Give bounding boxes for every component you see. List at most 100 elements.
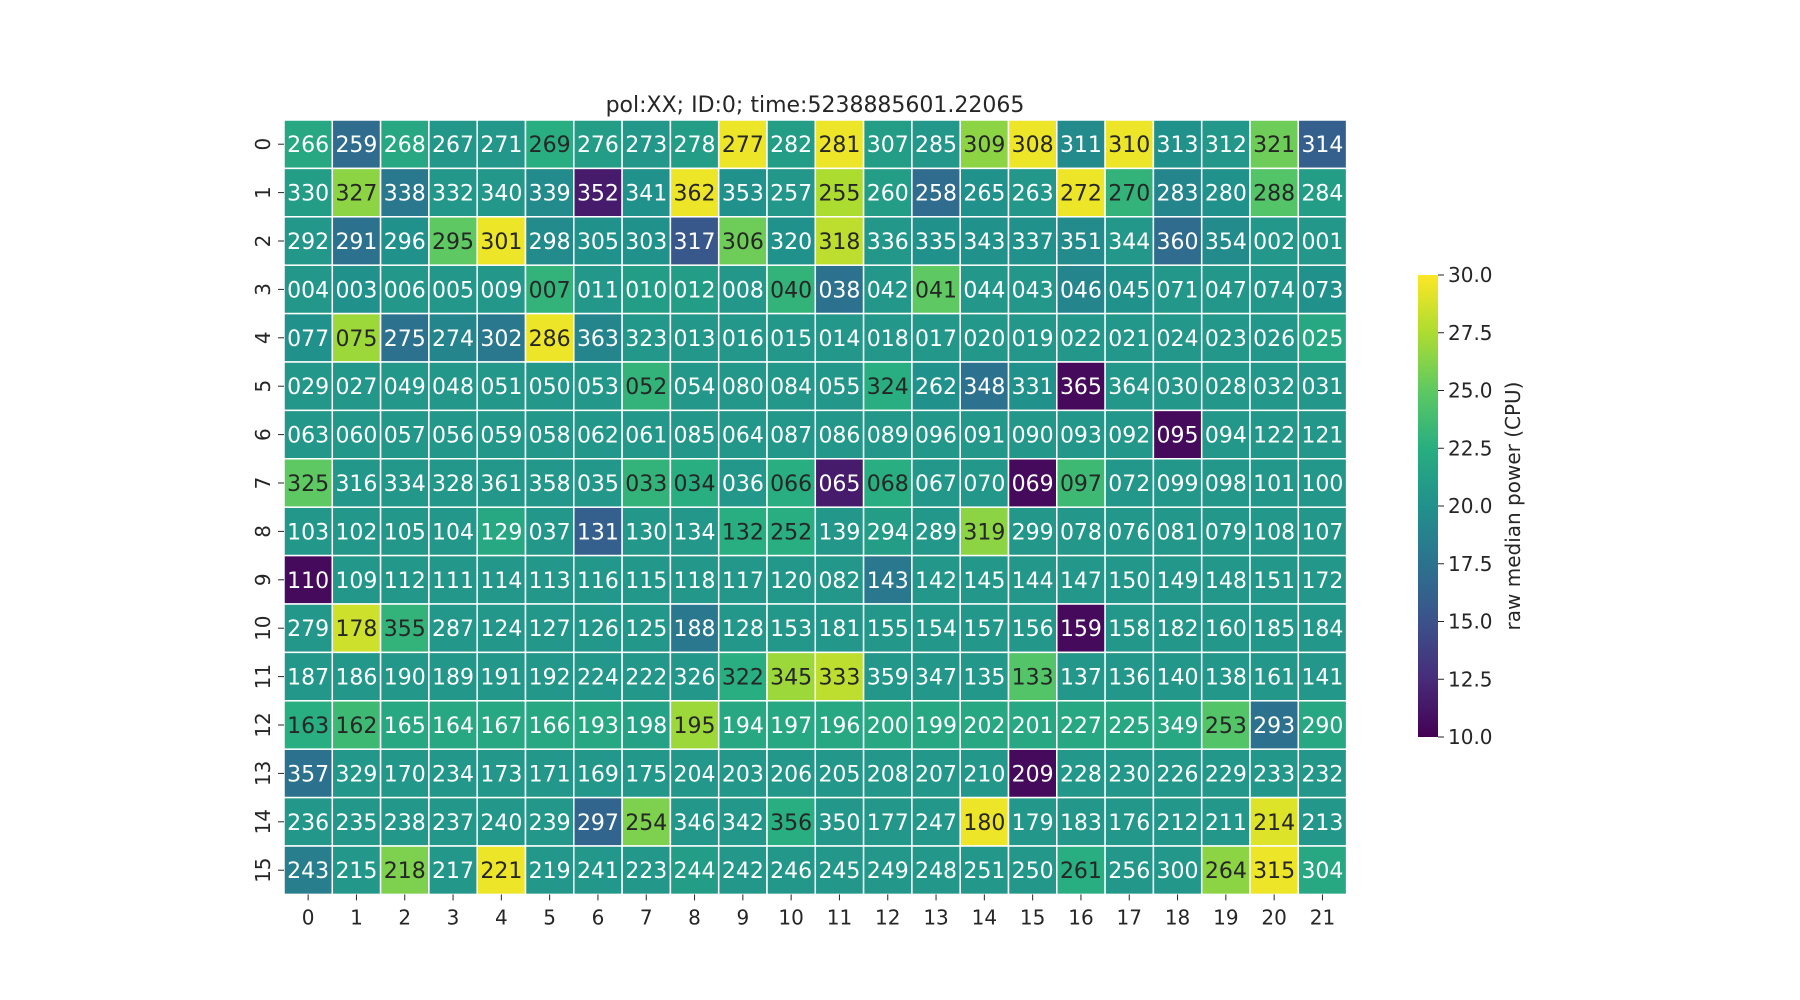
- x-tick-label: 17: [1117, 905, 1142, 929]
- cell-annotation: 318: [818, 230, 860, 255]
- cell-annotation: 272: [1060, 182, 1102, 207]
- heatmap-cell: [331, 603, 382, 654]
- heatmap-cell: [379, 845, 430, 896]
- cell-annotation: 109: [335, 569, 377, 594]
- cell-annotation: 349: [1157, 714, 1199, 739]
- heatmap-cell: [1249, 506, 1300, 557]
- x-tick-label: 16: [1068, 905, 1093, 929]
- cell-annotation: 093: [1060, 424, 1102, 449]
- cell-annotation: 181: [818, 617, 860, 642]
- cell-annotation: 241: [577, 859, 619, 884]
- cell-annotation: 070: [963, 472, 1005, 497]
- heatmap-cell: [476, 506, 527, 557]
- heatmap-cell: [1104, 796, 1155, 847]
- heatmap-cell: [283, 264, 334, 315]
- heatmap-cell: [428, 216, 478, 266]
- cell-annotation: 247: [915, 811, 957, 836]
- heatmap-cell: [766, 748, 817, 799]
- cell-annotation: 042: [867, 278, 909, 303]
- cell-annotation: 121: [1301, 424, 1343, 449]
- cell-annotation: 104: [432, 520, 474, 545]
- cell-annotation: 338: [384, 182, 426, 207]
- cell-annotation: 172: [1301, 569, 1343, 594]
- heatmap-cell: [1152, 458, 1203, 508]
- heatmap-cell: [283, 312, 334, 363]
- y-tick-label: 3: [251, 283, 275, 296]
- y-tick-label: 10: [251, 615, 275, 640]
- cell-annotation: 035: [577, 472, 619, 497]
- cell-annotation: 280: [1205, 182, 1247, 207]
- cell-annotation: 107: [1301, 520, 1343, 545]
- cell-annotation: 239: [529, 811, 571, 836]
- cell-annotation: 256: [1108, 859, 1150, 884]
- cell-annotation: 135: [963, 666, 1005, 691]
- x-tick-label: 1: [350, 905, 363, 929]
- cell-annotation: 158: [1108, 617, 1150, 642]
- cell-annotation: 347: [915, 666, 957, 691]
- cell-annotation: 186: [335, 666, 377, 691]
- cell-annotation: 038: [818, 278, 860, 303]
- heatmap-cell: [621, 458, 672, 508]
- cell-annotation: 076: [1108, 520, 1150, 545]
- heatmap-cell: [959, 506, 1010, 557]
- cell-annotation: 068: [867, 472, 909, 497]
- cell-annotation: 099: [1157, 472, 1199, 497]
- cell-annotation: 335: [915, 230, 957, 255]
- cell-annotation: 167: [480, 714, 522, 739]
- cell-annotation: 245: [818, 859, 860, 884]
- cell-annotation: 249: [867, 859, 909, 884]
- cell-annotation: 336: [867, 230, 909, 255]
- cell-annotation: 025: [1301, 327, 1343, 352]
- cell-annotation: 139: [818, 520, 860, 545]
- cell-annotation: 277: [722, 133, 764, 158]
- cell-annotation: 004: [287, 278, 329, 303]
- cell-annotation: 291: [335, 230, 377, 255]
- cell-annotation: 062: [577, 424, 619, 449]
- y-tick-label: 1: [251, 186, 275, 199]
- cell-annotation: 092: [1108, 424, 1150, 449]
- y-tick-label: 4: [251, 331, 275, 344]
- cell-annotation: 282: [770, 133, 812, 158]
- cell-annotation: 022: [1060, 327, 1102, 352]
- x-tick-label: 20: [1261, 905, 1286, 929]
- cell-annotation: 346: [674, 811, 716, 836]
- heatmap-cell: [959, 167, 1010, 218]
- cell-annotation: 341: [625, 182, 667, 207]
- heatmap-cell: [911, 796, 961, 847]
- heatmap-cell: [669, 216, 720, 266]
- cell-annotation: 345: [770, 666, 812, 691]
- cell-annotation: 031: [1301, 375, 1343, 400]
- heatmap-cell: [814, 264, 865, 315]
- cell-annotation: 269: [529, 133, 571, 158]
- chart-title: pol:XX; ID:0; time:5238885601.22065: [606, 93, 1025, 118]
- cell-annotation: 117: [722, 569, 764, 594]
- cell-annotation: 298: [529, 230, 571, 255]
- cell-annotation: 194: [722, 714, 764, 739]
- cell-annotation: 110: [287, 569, 329, 594]
- cell-annotation: 224: [577, 666, 619, 691]
- heatmap-cell: [1104, 361, 1155, 412]
- heatmap-cell: [862, 554, 913, 605]
- cell-annotation: 043: [1012, 278, 1054, 303]
- heatmap-cell: [1104, 554, 1155, 605]
- cell-annotation: 046: [1060, 278, 1102, 303]
- cell-annotation: 018: [867, 327, 909, 352]
- x-tick-label: 12: [875, 905, 900, 929]
- cell-annotation: 214: [1253, 811, 1295, 836]
- heatmap-cell: [717, 216, 768, 266]
- cell-annotation: 257: [770, 182, 812, 207]
- heatmap-cell: [621, 796, 672, 847]
- cell-annotation: 315: [1253, 859, 1295, 884]
- heatmap-cell: [621, 700, 672, 750]
- cell-annotation: 127: [529, 617, 571, 642]
- cell-annotation: 226: [1157, 762, 1199, 787]
- cell-annotation: 319: [963, 520, 1005, 545]
- cell-annotation: 273: [625, 133, 667, 158]
- cell-annotation: 060: [335, 424, 377, 449]
- cell-annotation: 218: [384, 859, 426, 884]
- cell-annotation: 217: [432, 859, 474, 884]
- cell-annotation: 219: [529, 859, 571, 884]
- cell-annotation: 357: [287, 762, 329, 787]
- x-tick-label: 13: [923, 905, 948, 929]
- cell-annotation: 353: [722, 182, 764, 207]
